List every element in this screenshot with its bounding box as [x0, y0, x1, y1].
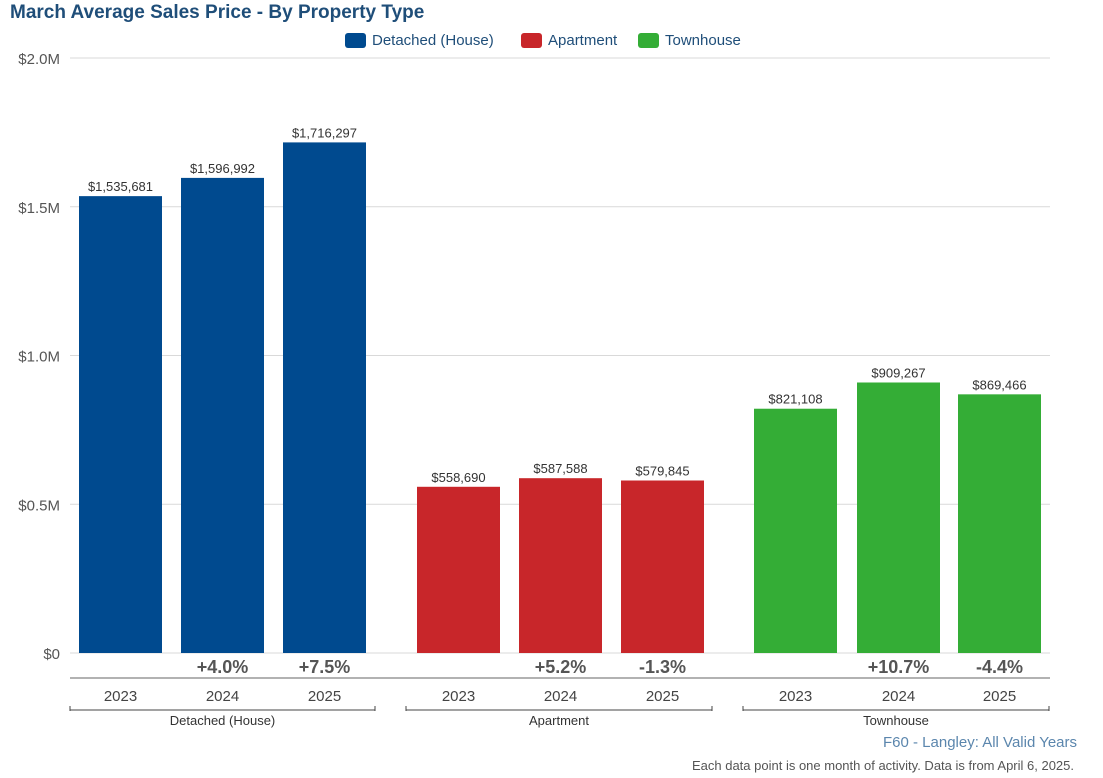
- legend-item-apartment[interactable]: Apartment: [521, 30, 617, 50]
- chart-legend: Detached (House) Apartment Townhouse: [0, 30, 1103, 50]
- bar: [417, 486, 500, 653]
- footer-note: Each data point is one month of activity…: [691, 758, 1074, 773]
- change-label: -4.4%: [976, 657, 1023, 677]
- bar: [754, 408, 837, 653]
- x-tick-label: 2024: [544, 688, 577, 705]
- y-tick-label: $0.5M: [18, 497, 60, 514]
- bar: [283, 142, 366, 653]
- bar: [621, 480, 704, 653]
- bar: [181, 177, 264, 653]
- group-label: Detached (House): [170, 713, 276, 728]
- footer-source: F60 - Langley: All Valid Years: [882, 734, 1077, 751]
- change-label: -1.3%: [639, 657, 686, 677]
- group-label: Apartment: [529, 713, 589, 728]
- bar-value-label: $909,267: [871, 365, 925, 380]
- bar-value-label: $1,535,681: [88, 179, 153, 194]
- bar: [79, 196, 162, 654]
- change-label: +4.0%: [197, 657, 249, 677]
- legend-swatch-detached: [345, 32, 366, 48]
- change-label: +5.2%: [535, 657, 587, 677]
- y-tick-label: $0: [43, 646, 60, 663]
- x-tick-label: 2025: [646, 688, 679, 705]
- x-tick-label: 2024: [206, 688, 239, 705]
- bar: [857, 382, 940, 653]
- legend-swatch-townhouse: [638, 32, 659, 48]
- legend-label-apartment: Apartment: [548, 31, 618, 49]
- bar-value-label: $1,596,992: [190, 161, 255, 176]
- x-tick-label: 2024: [882, 688, 915, 705]
- y-tick-label: $2.0M: [18, 51, 60, 68]
- legend-label-detached: Detached (House): [372, 31, 494, 49]
- chart-title: March Average Sales Price - By Property …: [10, 2, 425, 23]
- x-tick-label: 2025: [983, 688, 1016, 705]
- y-tick-label: $1.0M: [18, 349, 60, 366]
- y-tick-label: $1.5M: [18, 200, 60, 217]
- legend-label-townhouse: Townhouse: [665, 31, 741, 49]
- bar: [958, 394, 1041, 653]
- bar-value-label: $587,588: [533, 461, 587, 476]
- legend-swatch-apartment: [521, 32, 542, 48]
- bar: [519, 478, 602, 653]
- legend-item-townhouse[interactable]: Townhouse: [638, 30, 741, 50]
- bar-value-label: $558,690: [431, 470, 485, 485]
- bar-value-label: $821,108: [768, 392, 822, 407]
- x-tick-label: 2025: [308, 688, 341, 705]
- legend-item-detached[interactable]: Detached (House): [345, 30, 494, 50]
- bar-value-label: $869,466: [972, 377, 1026, 392]
- x-tick-label: 2023: [779, 688, 812, 705]
- group-label: Townhouse: [863, 713, 929, 728]
- x-tick-label: 2023: [104, 688, 137, 705]
- x-tick-label: 2023: [442, 688, 475, 705]
- change-label: +7.5%: [299, 657, 351, 677]
- change-label: +10.7%: [868, 657, 930, 677]
- bar-value-label: $1,716,297: [292, 125, 357, 140]
- bar-value-label: $579,845: [635, 463, 689, 478]
